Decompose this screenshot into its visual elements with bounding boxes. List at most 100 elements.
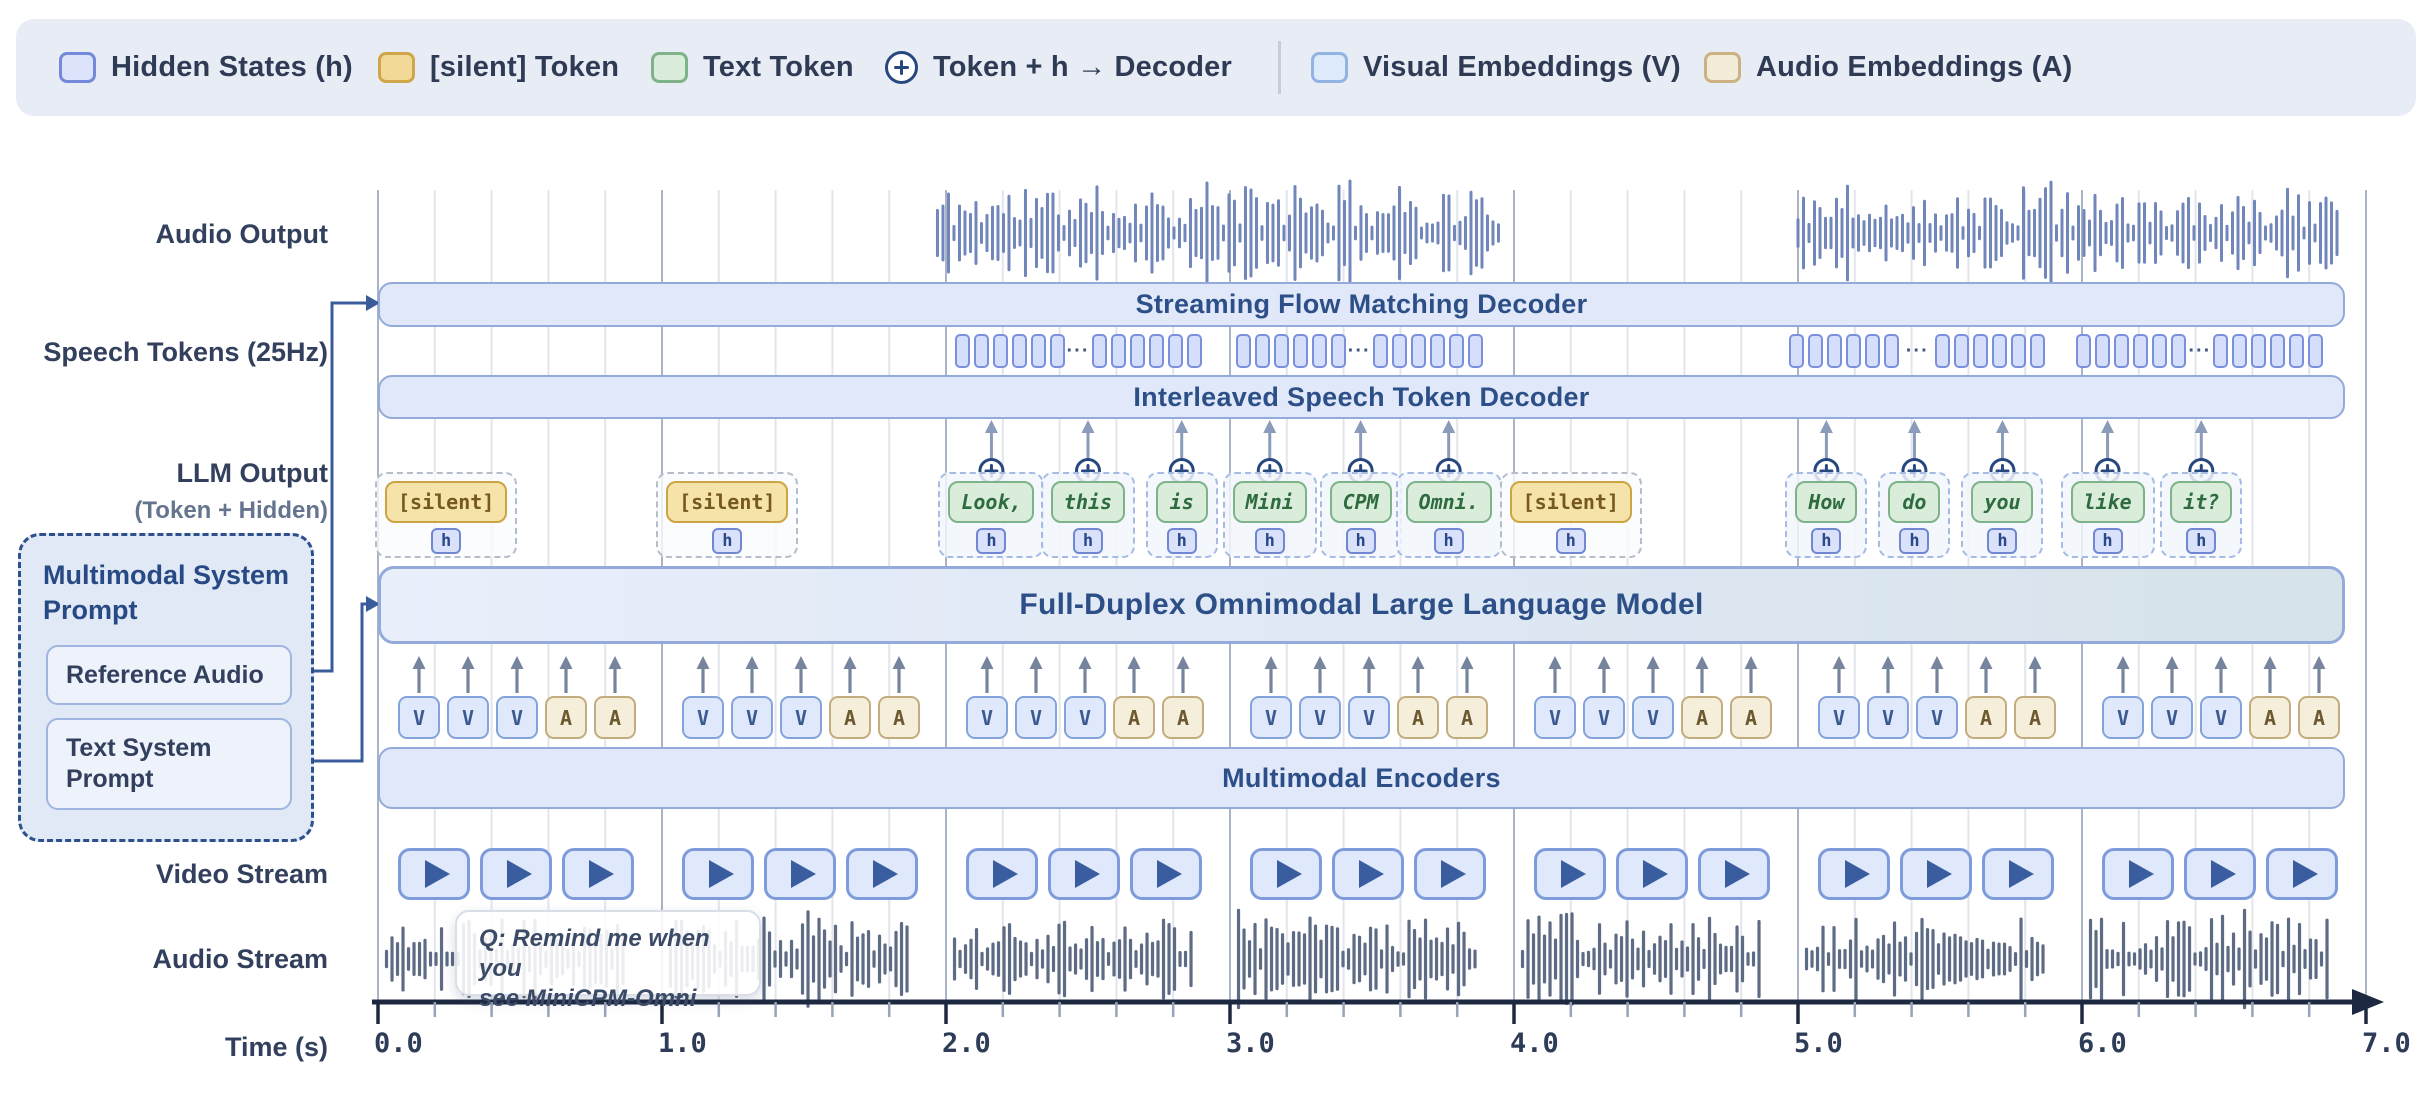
token-up-arrowhead [2194, 420, 2208, 433]
text-token: Mini [1232, 481, 1307, 523]
token-up-arrowhead [1081, 420, 1095, 433]
speech-token-cell [1992, 334, 2008, 368]
video-frame-button [1698, 848, 1770, 900]
speech-token-cell [1011, 334, 1027, 368]
llm-token-group-text: How h [1785, 472, 1868, 558]
text-token: is [1155, 481, 1208, 523]
legend-item-silent: [silent] Token [378, 19, 619, 116]
row-label-audio-stream: Audio Stream [152, 944, 328, 974]
speech-token-cluster [1935, 334, 2046, 368]
play-icon [1440, 860, 1466, 888]
row-label-time: Time (s) [224, 1032, 328, 1062]
speech-token-ellipsis: ··· [2188, 340, 2212, 362]
speech-token-cell [1467, 334, 1483, 368]
llm-token-group-text: Look, h [938, 472, 1045, 558]
hidden-state-box: h [1987, 528, 2018, 554]
question-line-1: Q: Remind me when you [479, 925, 710, 982]
play-icon [2008, 860, 2034, 888]
visual-embedding-box: V [682, 696, 724, 739]
speech-token-cluster [1235, 334, 1346, 368]
token-up-arrowhead [984, 420, 998, 433]
speech-token-group: ··· [954, 334, 1202, 368]
text-token: How [1795, 481, 1858, 523]
play-icon [506, 860, 532, 888]
text-token: CPM [1329, 481, 1392, 523]
hidden-state-box: h [1811, 528, 1842, 554]
tick-label: 0.0 [374, 1028, 423, 1059]
embedding-up-arrowhead [1127, 656, 1141, 669]
llm-token-group-text: you h [1961, 472, 2044, 558]
embedding-up-arrowhead [1597, 656, 1611, 669]
row-label-llm-output: LLM Output [176, 458, 328, 488]
row-label-video-stream: Video Stream [155, 859, 328, 889]
video-frame-button [2102, 848, 2174, 900]
play-icon [872, 860, 898, 888]
speech-token-cell [2289, 334, 2305, 368]
speech-token-cluster [1789, 334, 1900, 368]
speech-token-cluster [2213, 334, 2324, 368]
hidden-swatch [59, 52, 96, 83]
text-token: it? [2170, 481, 2233, 523]
speech-token-ellipsis: ··· [1066, 340, 1090, 362]
video-frame-button [1332, 848, 1404, 900]
tick-label: 2.0 [942, 1028, 991, 1059]
embedding-up-arrowhead [1460, 656, 1474, 669]
video-frame-button [764, 848, 836, 900]
embedding-up-arrowhead [745, 656, 759, 669]
legend-item-plus: Token + h → Decoder [885, 19, 1232, 116]
audio-embedding-box: A [2249, 696, 2291, 739]
audio-embedding-box: A [545, 696, 587, 739]
speech-token-cluster [1372, 334, 1483, 368]
text-token: you [1971, 481, 2034, 523]
play-icon [790, 860, 816, 888]
llm-token-group-text: it? h [2160, 472, 2243, 558]
visual-embedding-box: V [731, 696, 773, 739]
speech-token-cell [1954, 334, 1970, 368]
video-frame-button [2266, 848, 2338, 900]
speech-token-cell [954, 334, 970, 368]
speech-token-cell [2133, 334, 2149, 368]
embedding-up-arrowhead [1029, 656, 1043, 669]
video-frame-button [682, 848, 754, 900]
legend-divider [1278, 41, 1281, 94]
speech-token-cell [1091, 334, 1107, 368]
speech-token-cell [2095, 334, 2111, 368]
multimodal-encoders-bar: Multimodal Encoders [378, 747, 2345, 809]
legend-label: Audio Embeddings (A) [1756, 51, 2073, 83]
embedding-up-arrowhead [2028, 656, 2042, 669]
full-duplex-llm-bar: Full-Duplex Omnimodal Large Language Mod… [378, 566, 2345, 644]
embedding-up-arrowhead [696, 656, 710, 669]
audio-embedding-box: A [1446, 696, 1488, 739]
visual-embedding-box: V [1299, 696, 1341, 739]
speech-token-group: ··· [1235, 334, 1483, 368]
video-frame-button [398, 848, 470, 900]
audio-embedding-box: A [829, 696, 871, 739]
embedding-up-arrowhead [1695, 656, 1709, 669]
streaming-flow-matching-decoder-bar: Streaming Flow Matching Decoder [378, 282, 2345, 327]
video-frame-button [1414, 848, 1486, 900]
token-up-arrowhead [1442, 420, 1456, 433]
embedding-up-arrowhead [2165, 656, 2179, 669]
embedding-up-arrowhead [1176, 656, 1190, 669]
visual-embedding-box: V [1867, 696, 1909, 739]
plus-circle-icon [885, 51, 918, 84]
token-up-arrowhead [1995, 420, 2009, 433]
play-icon [1276, 860, 1302, 888]
legend-label: [silent] Token [430, 51, 620, 83]
speech-token-cell [2011, 334, 2027, 368]
hidden-state-box: h [1555, 528, 1586, 554]
system-prompt-title: Multimodal System Prompt [43, 560, 290, 625]
speech-token-cell [2270, 334, 2286, 368]
visual-embedding-box: V [496, 696, 538, 739]
token-up-arrowhead [2101, 420, 2115, 433]
embedding-up-arrowhead [1078, 656, 1092, 669]
hidden-state-box: h [976, 528, 1007, 554]
speech-token-cell [1391, 334, 1407, 368]
text-token: Omni. [1405, 481, 1492, 523]
token-up-arrowhead [1819, 420, 1833, 433]
visual-embedding-box: V [780, 696, 822, 739]
audio-embedding-box: A [1113, 696, 1155, 739]
llm-token-group-text: like h [2060, 472, 2155, 558]
